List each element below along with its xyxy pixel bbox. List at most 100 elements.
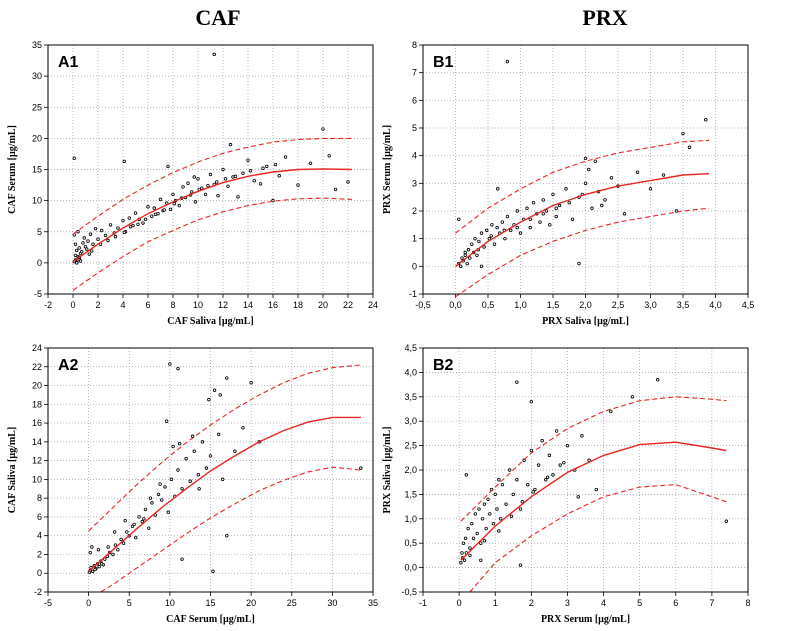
x-tick-label: 3,0 [644, 300, 657, 310]
upper-band-line [460, 396, 727, 522]
data-point [577, 261, 581, 266]
data-point [233, 174, 238, 179]
y-tick-label: 24 [32, 343, 42, 353]
x-tick-label: 3 [565, 598, 570, 608]
x-tick-label: 35 [368, 598, 378, 608]
data-point [477, 239, 481, 244]
data-point [78, 259, 83, 263]
data-point [479, 541, 483, 545]
data-point [168, 362, 172, 366]
y-tick-label: 16 [32, 418, 42, 428]
data-point [515, 225, 519, 230]
data-point [221, 167, 225, 172]
data-point [609, 176, 614, 180]
y-tick-label: 0 [412, 261, 417, 271]
data-point [463, 253, 467, 257]
data-point [158, 482, 162, 486]
fit-line [72, 168, 352, 263]
data-point [498, 517, 503, 521]
data-point [529, 448, 534, 453]
data-point [82, 236, 86, 240]
data-point [540, 439, 544, 443]
data-point [111, 552, 115, 557]
x-tick-label: 2 [95, 300, 100, 310]
data-point [477, 507, 481, 511]
y-tick-label: 8 [37, 493, 42, 503]
data-point [580, 434, 584, 438]
data-point [520, 500, 525, 504]
data-point [493, 492, 497, 497]
data-point [156, 492, 161, 497]
data-point [482, 245, 486, 249]
data-point [459, 264, 463, 269]
data-point [457, 217, 461, 221]
data-point [147, 526, 151, 530]
data-point [106, 238, 110, 243]
x-tick-label: 1,5 [547, 300, 560, 310]
y-tick-label: 2,0 [404, 465, 417, 475]
data-point [168, 207, 173, 212]
data-point [248, 169, 253, 173]
data-point [551, 473, 555, 477]
data-point [86, 239, 90, 243]
data-point [171, 444, 175, 449]
data-point [252, 179, 256, 183]
data-point [359, 466, 363, 470]
x-tick-label: 18 [293, 300, 303, 310]
data-point [90, 545, 94, 549]
x-tick-label: 4,0 [709, 300, 722, 310]
data-point [545, 475, 550, 480]
data-point [590, 206, 594, 210]
data-point [463, 536, 468, 541]
data-point [681, 131, 685, 136]
data-point [491, 521, 496, 526]
data-point [529, 399, 534, 404]
x-tick-label: 10 [165, 598, 175, 608]
data-point [186, 181, 190, 185]
data-point [296, 183, 300, 187]
data-point [136, 222, 140, 226]
lower-band-line [455, 207, 710, 298]
x-tick-label: 16 [268, 300, 278, 310]
y-tick-label: 10 [32, 196, 42, 206]
data-point [152, 206, 156, 210]
data-point [121, 541, 126, 545]
x-tick-label: 0,0 [449, 300, 462, 310]
data-point [113, 543, 118, 547]
x-tick-label: 8 [745, 598, 750, 608]
data-point [531, 490, 535, 494]
y-tick-label: 3 [412, 178, 417, 188]
data-point [132, 522, 136, 527]
lower-band-line [100, 466, 361, 593]
data-point [87, 252, 91, 256]
x-tick-label: 1,0 [514, 300, 527, 310]
data-point [497, 478, 501, 482]
data-point [544, 209, 549, 213]
x-tick-label: 22 [343, 300, 353, 310]
chart-panel-a1: -2 0 2 4 6 8 10 12 14 16 18 20 22 24-505101520253035A… [7, 40, 378, 327]
y-tick-label: 5 [37, 227, 42, 237]
data-point [236, 195, 240, 199]
data-point [90, 569, 95, 574]
data-point [73, 242, 78, 246]
x-tick-label: 3,5 [677, 300, 690, 310]
data-point [90, 249, 94, 253]
data-point [128, 225, 133, 229]
data-point [515, 380, 519, 384]
data-point [127, 216, 131, 220]
data-point [460, 256, 464, 260]
data-point [192, 175, 196, 179]
data-point [220, 477, 225, 482]
data-point [635, 170, 640, 174]
data-point [261, 166, 265, 170]
data-point [541, 212, 545, 216]
y-tick-label: 2,5 [404, 441, 417, 451]
x-tick-label: 0 [86, 598, 91, 608]
data-point [468, 256, 472, 260]
data-point [531, 200, 536, 205]
data-point [116, 226, 120, 230]
data-point [470, 521, 474, 526]
x-axis-label: CAF Serum [µg/mL] [166, 614, 255, 625]
data-point [554, 214, 558, 219]
